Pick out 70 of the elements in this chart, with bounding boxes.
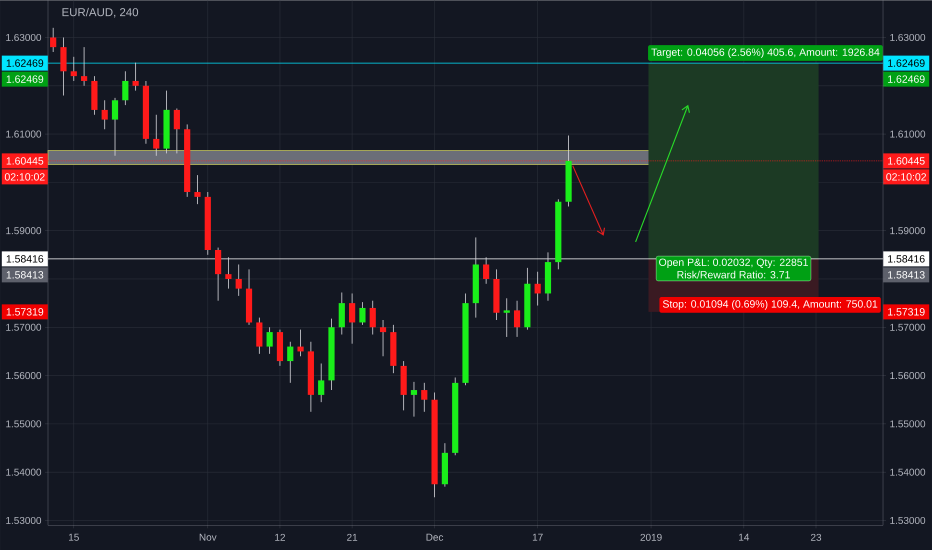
candlestick (70, 56, 77, 82)
candlestick (318, 362, 324, 402)
annotation: Open P&L: 0.02032, Qty: 22851 (659, 258, 808, 268)
candlestick (194, 174, 201, 204)
y2-tick-label: 1.55000 (890, 420, 926, 428)
y2-tick-label: 1.53000 (890, 516, 926, 524)
y-tick-label: 1.59000 (6, 227, 42, 234)
x-tick-label: 2019 (640, 534, 662, 541)
text: 1.58413 (888, 271, 925, 278)
y-tick-label: 1.56000 (6, 372, 42, 379)
text: EUR/AUD, 240 (62, 8, 138, 18)
candlestick (410, 381, 418, 417)
candlestick (514, 300, 520, 338)
candlestick (359, 302, 366, 326)
candlestick (112, 97, 118, 156)
y2-tick-label: 1.59000 (890, 227, 926, 234)
y2-tick-label: 1.63000 (890, 34, 926, 41)
y-tick-label: 1.61000 (6, 130, 42, 138)
text: 1.58413 (6, 271, 44, 278)
y-tick-label: 1.63000 (6, 34, 42, 41)
y-tick-label: 1.54000 (6, 468, 42, 476)
candlestick (50, 27, 56, 52)
candlestick (153, 114, 160, 156)
text: 1.57319 (6, 308, 44, 316)
y-tick-label: 1.57000 (6, 324, 42, 331)
candlestick (370, 300, 376, 335)
x-tick-label: 12 (275, 534, 285, 541)
candlestick (174, 108, 180, 154)
y2-tick-label: 1.57000 (890, 324, 926, 331)
x-tick-label: Nov (200, 534, 217, 541)
annotation: Stop: 0.01094 (0.69%) 109.4, Amount: 750.01 (662, 300, 878, 310)
candlestick (421, 382, 428, 412)
y2-tick-label: 1.61000 (890, 130, 926, 138)
text: 1.60445 (888, 157, 925, 164)
text: 1.58416 (888, 255, 925, 262)
candlestick (287, 341, 294, 384)
y2-tick-label: 1.56000 (890, 372, 926, 379)
y-tick-label: 1.53000 (6, 516, 42, 524)
x-tick-label: 14 (739, 534, 750, 541)
candlestick (504, 298, 510, 338)
text: 1.62469 (6, 75, 44, 83)
ref-line-label: 1.60445 (6, 157, 44, 164)
text: 1.62469 (888, 75, 925, 83)
x-tick-label: 21 (347, 534, 358, 541)
candlestick (132, 62, 139, 91)
candlestick (225, 256, 232, 289)
candlestick (534, 271, 541, 306)
candlestick (122, 70, 128, 106)
annotation: Risk/Reward Ratio: 3.71 (678, 270, 790, 278)
candlestick (236, 264, 242, 296)
candlestick (380, 319, 386, 357)
candlestick (102, 100, 108, 130)
x-tick-label: 17 (532, 534, 543, 541)
y2-tick-label: 1.54000 (890, 468, 926, 476)
x-tick-label: 15 (69, 534, 79, 541)
text: 1.62469 (888, 59, 925, 67)
y-tick-label: 1.55000 (6, 420, 42, 428)
candlestick (349, 292, 356, 344)
candlestick (297, 329, 304, 357)
annotation: Target: 0.04056 (2.56%) 405.6, Amount: 1926.84 (651, 48, 880, 58)
text: 02:10:02 (4, 173, 45, 180)
ref-line-label: 1.58416 (6, 255, 44, 262)
x-tick-label: Dec (426, 534, 444, 541)
candlestick (80, 46, 88, 86)
candlestick (483, 256, 490, 284)
text: 1.57319 (888, 308, 925, 316)
candlestick (266, 326, 273, 354)
ref-line-label: 1.62469 (6, 59, 44, 67)
x-tick-label: 23 (810, 534, 822, 541)
text: 02:10:02 (886, 173, 926, 180)
